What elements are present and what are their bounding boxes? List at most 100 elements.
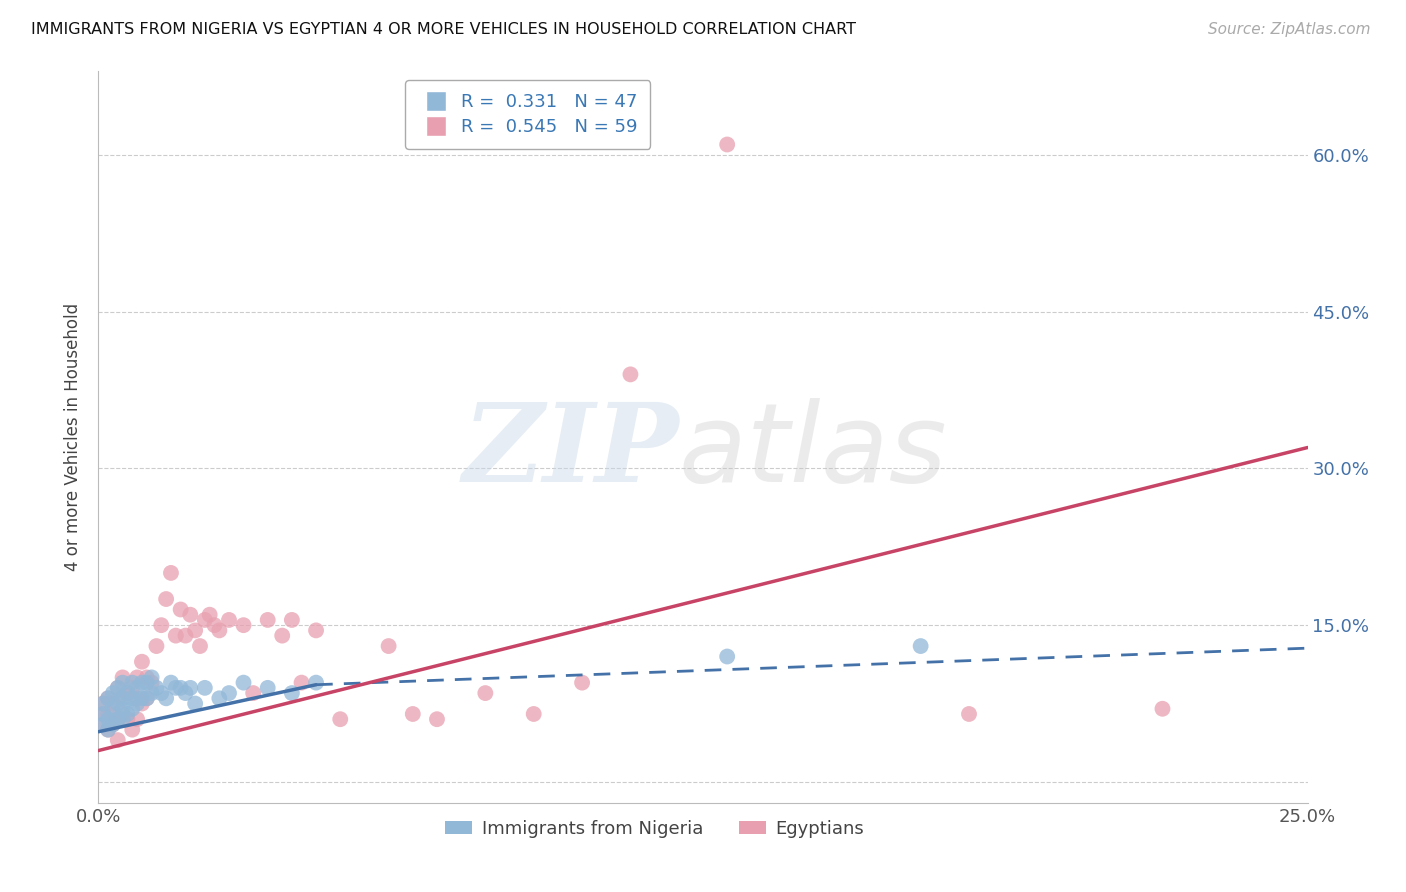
Point	[107, 697, 129, 711]
Point	[169, 681, 191, 695]
Point	[121, 702, 143, 716]
Point	[111, 670, 134, 684]
Point	[117, 686, 139, 700]
Point	[256, 681, 278, 695]
Point	[111, 691, 134, 706]
Point	[97, 723, 120, 737]
Point	[121, 691, 143, 706]
Point	[121, 681, 143, 695]
Point	[204, 618, 226, 632]
Point	[957, 706, 980, 721]
Y-axis label: 4 or more Vehicles in Household: 4 or more Vehicles in Household	[65, 303, 83, 571]
Point	[377, 639, 399, 653]
Point	[160, 675, 183, 690]
Point	[101, 717, 124, 731]
Point	[101, 697, 124, 711]
Point	[107, 712, 129, 726]
Point	[135, 675, 157, 690]
Text: IMMIGRANTS FROM NIGERIA VS EGYPTIAN 4 OR MORE VEHICLES IN HOUSEHOLD CORRELATION : IMMIGRANTS FROM NIGERIA VS EGYPTIAN 4 OR…	[31, 22, 856, 37]
Point	[101, 686, 124, 700]
Point	[242, 686, 264, 700]
Point	[97, 712, 120, 726]
Point	[107, 681, 129, 695]
Point	[169, 602, 191, 616]
Point	[91, 697, 114, 711]
Point	[281, 613, 304, 627]
Point	[184, 624, 207, 638]
Point	[135, 691, 157, 706]
Point	[571, 675, 593, 690]
Point	[127, 712, 149, 726]
Point	[281, 686, 304, 700]
Point	[101, 717, 124, 731]
Point	[127, 697, 149, 711]
Point	[402, 706, 425, 721]
Point	[256, 613, 278, 627]
Point	[232, 618, 254, 632]
Point	[179, 607, 201, 622]
Point	[271, 629, 294, 643]
Point	[131, 655, 153, 669]
Point	[101, 702, 124, 716]
Point	[188, 639, 211, 653]
Point	[194, 681, 217, 695]
Point	[305, 624, 328, 638]
Point	[107, 712, 129, 726]
Point	[208, 691, 231, 706]
Point	[165, 681, 187, 695]
Text: Source: ZipAtlas.com: Source: ZipAtlas.com	[1208, 22, 1371, 37]
Point	[111, 712, 134, 726]
Point	[91, 697, 114, 711]
Point	[145, 681, 167, 695]
Point	[426, 712, 449, 726]
Point	[117, 712, 139, 726]
Point	[141, 686, 163, 700]
Point	[111, 691, 134, 706]
Point	[150, 686, 173, 700]
Point	[121, 723, 143, 737]
Point	[131, 691, 153, 706]
Text: ZIP: ZIP	[463, 398, 679, 506]
Point	[165, 629, 187, 643]
Point	[135, 670, 157, 684]
Point	[97, 691, 120, 706]
Point	[141, 675, 163, 690]
Point	[131, 697, 153, 711]
Point	[716, 649, 738, 664]
Point	[145, 639, 167, 653]
Point	[619, 368, 641, 382]
Point	[97, 723, 120, 737]
Point	[150, 618, 173, 632]
Point	[107, 733, 129, 747]
Point	[91, 717, 114, 731]
Point	[290, 675, 312, 690]
Point	[184, 697, 207, 711]
Point	[218, 686, 240, 700]
Point	[523, 706, 546, 721]
Point	[117, 686, 139, 700]
Point	[111, 702, 134, 716]
Point	[232, 675, 254, 690]
Point	[91, 706, 114, 721]
Point	[910, 639, 932, 653]
Point	[179, 681, 201, 695]
Point	[111, 706, 134, 721]
Point	[97, 706, 120, 721]
Point	[474, 686, 496, 700]
Point	[111, 675, 134, 690]
Point	[160, 566, 183, 580]
Point	[305, 675, 328, 690]
Point	[174, 629, 197, 643]
Point	[121, 675, 143, 690]
Point	[117, 706, 139, 721]
Point	[716, 137, 738, 152]
Point	[127, 691, 149, 706]
Point	[155, 592, 177, 607]
Point	[91, 717, 114, 731]
Point	[131, 675, 153, 690]
Point	[208, 624, 231, 638]
Point	[194, 613, 217, 627]
Point	[174, 686, 197, 700]
Point	[141, 670, 163, 684]
Text: atlas: atlas	[679, 398, 948, 505]
